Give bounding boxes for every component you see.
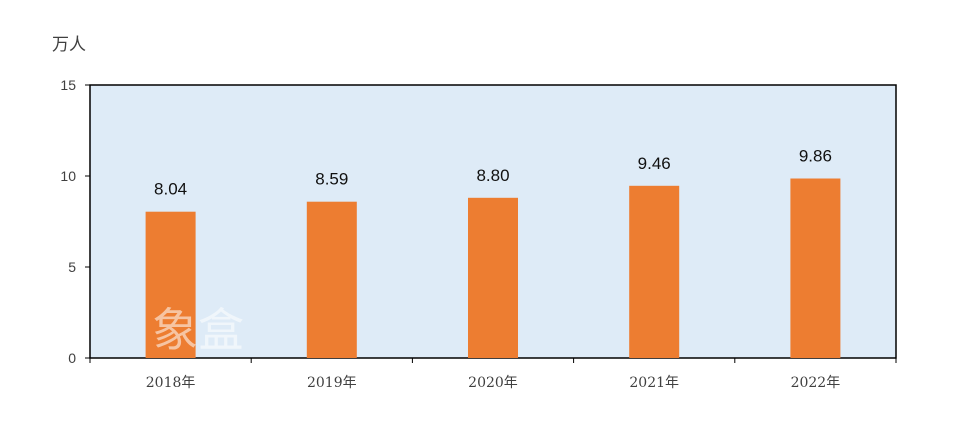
- x-tick-label-2021年: 2021年: [629, 375, 679, 391]
- y-tick-label-15: 15: [60, 77, 76, 93]
- data-label-2022年: 9.86: [799, 147, 832, 166]
- y-tick-label-0: 0: [68, 350, 76, 366]
- bar-2020年: [468, 197, 518, 358]
- data-label-2020年: 8.80: [476, 166, 509, 185]
- bar-2021年: [629, 185, 680, 358]
- data-labels-layer: 8.04 8.59 8.80 9.46 9.86: [154, 147, 832, 199]
- watermark-logo: 象盒: [152, 303, 244, 357]
- data-label-2018年: 8.04: [154, 180, 187, 199]
- x-tick-label-2020年: 2020年: [468, 375, 518, 391]
- x-tick-label-2019年: 2019年: [307, 375, 357, 391]
- y-axis-unit-label: 万人: [52, 35, 86, 55]
- y-tick-label-10: 10: [60, 168, 76, 184]
- x-tick-label-2018年: 2018年: [146, 375, 196, 391]
- bar-2018年: [145, 211, 196, 358]
- axis-layer: 2018年 2019年 2020年 2021年 2022年 0 5 10 15: [60, 77, 897, 391]
- bar-2019年: [306, 201, 357, 358]
- y-tick-label-5: 5: [68, 259, 76, 275]
- x-tick-label-2022年: 2022年: [791, 375, 841, 391]
- bar-2022年: [790, 178, 841, 358]
- data-label-2021年: 9.46: [638, 154, 671, 173]
- bars-layer: [145, 178, 841, 358]
- data-label-2019年: 8.59: [315, 170, 348, 189]
